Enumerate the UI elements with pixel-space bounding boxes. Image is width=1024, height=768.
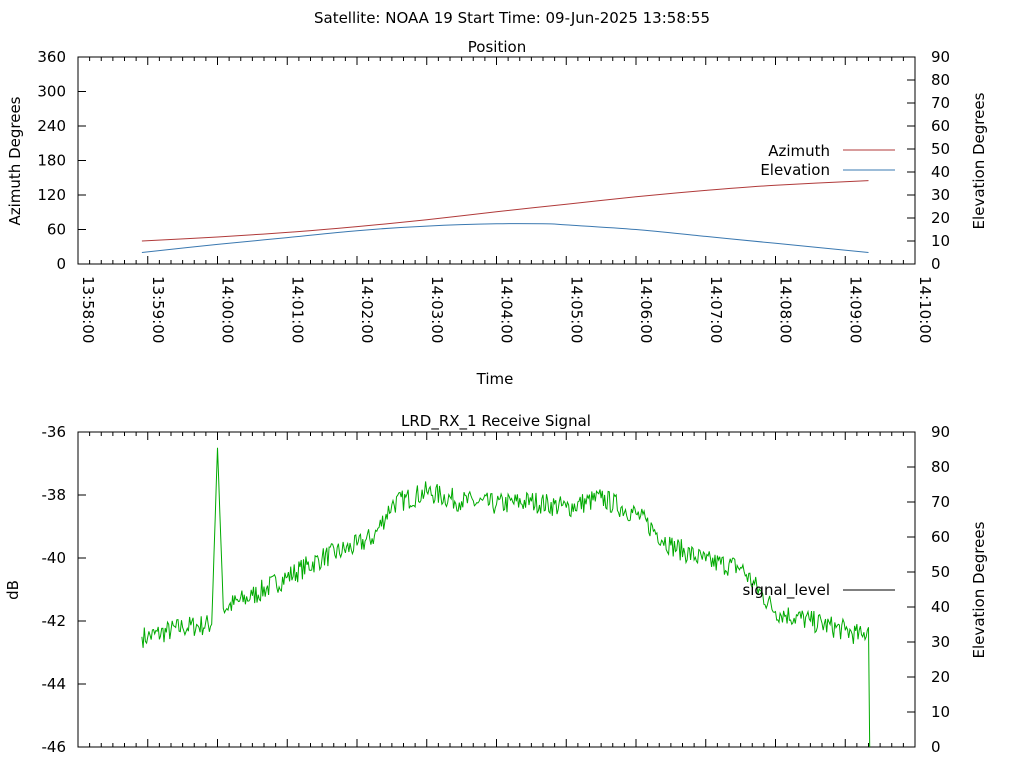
y-tick-label: 60 [47, 221, 66, 239]
position-y2-ticks: 0 10 20 30 40 50 60 70 80 90 [907, 48, 950, 273]
x-tick-label: 14:07:00 [707, 276, 725, 343]
signal-y2-axis-label: Elevation Degrees [970, 521, 988, 658]
y2-tick-label: 80 [931, 458, 950, 476]
y2-tick-label: 0 [931, 255, 941, 273]
x-tick-label: 14:01:00 [288, 276, 306, 343]
y2-tick-label: 60 [931, 117, 950, 135]
elevation-series-line [141, 223, 869, 253]
signal-level-series-line [141, 447, 871, 748]
x-tick-label: 14:08:00 [777, 276, 795, 343]
position-legend: Azimuth Elevation [760, 142, 895, 179]
y2-tick-label: 90 [931, 48, 950, 66]
y-tick-label: -40 [42, 549, 67, 567]
y-tick-label: -38 [42, 486, 67, 504]
y2-tick-label: 0 [931, 738, 941, 756]
y2-tick-label: 60 [931, 528, 950, 546]
position-x-ticks: 13:58:00 13:59:00 14:00:00 14:01:00 14:02:00… [77, 57, 934, 343]
y2-tick-label: 90 [931, 423, 950, 441]
position-x-axis-label: Time [476, 370, 514, 388]
y2-tick-label: 70 [931, 94, 950, 112]
y2-tick-label: 30 [931, 633, 950, 651]
header-title: Satellite: NOAA 19 Start Time: 09-Jun-20… [314, 9, 710, 27]
x-tick-label: 14:02:00 [358, 276, 376, 343]
position-y2-axis-label: Elevation Degrees [970, 92, 988, 229]
y2-tick-label: 20 [931, 668, 950, 686]
position-y-ticks: 0 60 120 180 240 300 360 [37, 48, 86, 273]
y-tick-label: 360 [37, 48, 66, 66]
legend-elevation-label: Elevation [760, 161, 830, 179]
x-tick-label: 13:59:00 [149, 276, 167, 343]
y-tick-label: 0 [56, 255, 66, 273]
position-series [141, 180, 869, 253]
y-tick-label: 120 [37, 186, 66, 204]
x-tick-label: 14:05:00 [567, 276, 585, 343]
y2-tick-label: 40 [931, 598, 950, 616]
position-chart-title: Position [468, 38, 526, 56]
x-tick-label: 14:10:00 [916, 276, 934, 343]
legend-azimuth-label: Azimuth [768, 142, 830, 160]
y2-tick-label: 50 [931, 140, 950, 158]
y2-tick-label: 80 [931, 71, 950, 89]
signal-y2-ticks: 0 10 20 30 40 50 60 70 80 90 [907, 423, 950, 756]
x-tick-label: 13:58:00 [79, 276, 97, 343]
y2-tick-label: 40 [931, 163, 950, 181]
y-tick-label: -36 [42, 423, 67, 441]
signal-legend: signal_level [742, 581, 895, 600]
legend-signal-label: signal_level [742, 581, 830, 600]
x-tick-label: 14:00:00 [219, 276, 237, 343]
x-tick-label: 14:06:00 [637, 276, 655, 343]
y2-tick-label: 70 [931, 493, 950, 511]
signal-y-ticks: -46 -44 -42 -40 -38 -36 [42, 423, 86, 756]
y-tick-label: -44 [42, 675, 67, 693]
signal-chart-title: LRD_RX_1 Receive Signal [401, 412, 591, 431]
signal-chart: LRD_RX_1 Receive Signal -46-44-42-40-38-… [4, 412, 988, 756]
signal-x-ticks [77, 432, 916, 747]
y-tick-label: 240 [37, 117, 66, 135]
azimuth-series-line [141, 180, 869, 242]
x-tick-label: 14:04:00 [498, 276, 516, 343]
y-tick-label: -42 [42, 612, 67, 630]
position-chart: Position 13:58:00 13:59:00 14:00:00 14:01:0… [6, 38, 988, 388]
x-tick-label: 14:03:00 [428, 276, 446, 343]
x-tick-label: 14:09:00 [846, 276, 864, 343]
y2-tick-label: 30 [931, 186, 950, 204]
position-y-axis-label: Azimuth Degrees [6, 96, 24, 225]
y2-tick-label: 50 [931, 563, 950, 581]
signal-y-axis-label: dB [4, 580, 22, 600]
signal-series [141, 447, 871, 748]
y2-tick-label: 10 [931, 703, 950, 721]
y2-tick-label: 20 [931, 209, 950, 227]
y-tick-label: 300 [37, 83, 66, 101]
y-tick-label: 180 [37, 152, 66, 170]
y-tick-label: -46 [42, 738, 67, 756]
y2-tick-label: 10 [931, 232, 950, 250]
